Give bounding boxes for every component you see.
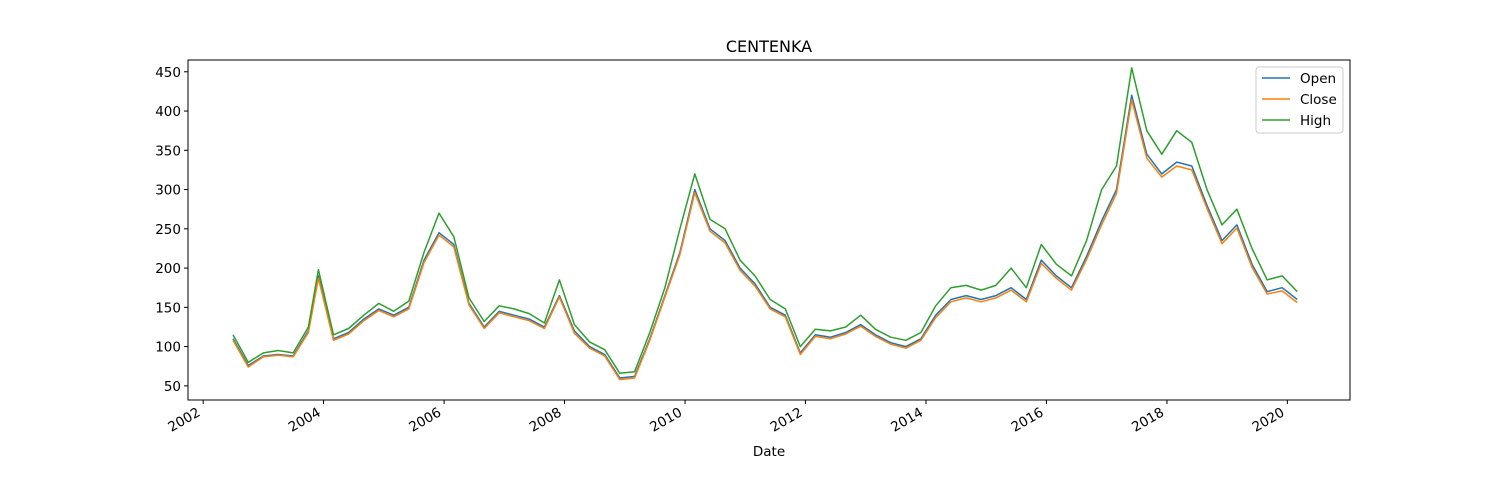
series-line-high — [232, 67, 1298, 375]
x-tick-label: 2014 — [888, 405, 926, 436]
y-tick-label: 50 — [164, 379, 181, 395]
x-tick-label: 2002 — [165, 405, 203, 436]
x-tick-label: 2010 — [647, 405, 685, 436]
x-tick-label: 2020 — [1250, 405, 1288, 436]
y-tick-label: 400 — [155, 104, 181, 120]
y-tick-label: 300 — [155, 183, 181, 199]
x-tick-label: 2018 — [1129, 405, 1167, 436]
y-tick-label: 250 — [155, 222, 181, 238]
y-tick-label: 150 — [155, 300, 181, 316]
series-line-close — [232, 99, 1298, 381]
y-tick-label: 450 — [155, 65, 181, 81]
legend-label-open: Open — [1300, 71, 1336, 87]
y-tick-label: 100 — [155, 340, 181, 356]
x-tick-label: 2004 — [286, 405, 324, 436]
legend: Open Close High — [1255, 66, 1344, 134]
axes-frame — [187, 59, 1351, 401]
x-axis-label: Date — [753, 444, 785, 460]
x-tick-label: 2006 — [406, 405, 444, 436]
y-tick-label: 200 — [155, 261, 181, 277]
y-tick-label: 350 — [155, 143, 181, 159]
x-tick-label: 2012 — [768, 405, 806, 436]
legend-label-close: Close — [1300, 92, 1337, 108]
legend-label-high: High — [1300, 113, 1331, 129]
y-axis: 50 100 150 200 250 300 350 400 450 — [155, 65, 188, 395]
x-axis: 2002 2004 2006 2008 2010 2012 2014 2016 2018 2020 — [165, 400, 1288, 436]
plot-area — [187, 59, 1351, 401]
x-tick-label: 2016 — [1009, 405, 1047, 436]
x-tick-label: 2008 — [527, 405, 565, 436]
series-line-open — [232, 94, 1298, 379]
chart-title: CENTENKA — [726, 37, 812, 56]
legend-box — [1255, 66, 1344, 134]
